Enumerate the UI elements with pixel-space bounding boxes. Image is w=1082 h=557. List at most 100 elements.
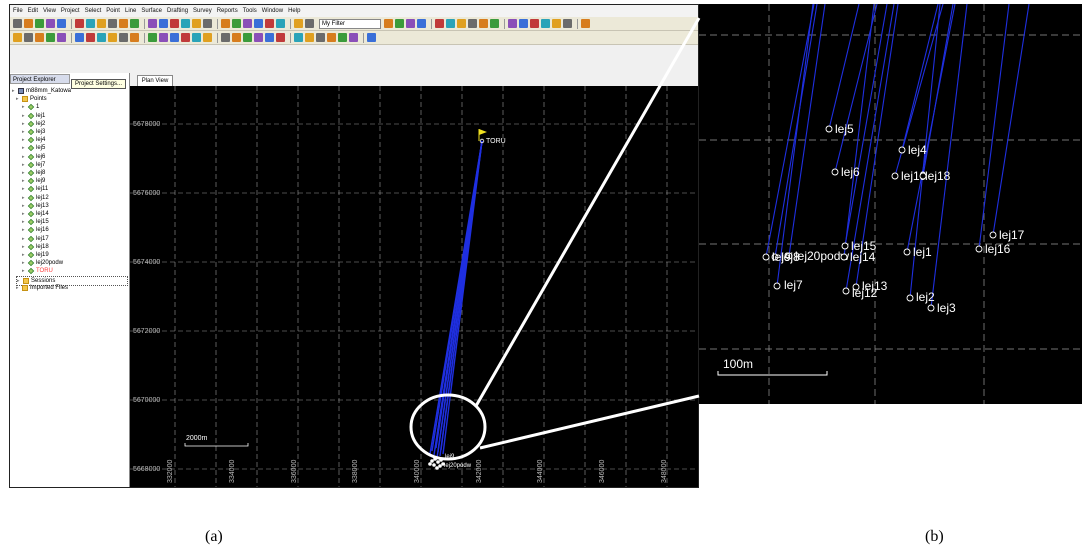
secondary-tool-21-icon[interactable] [254, 33, 263, 42]
tree-expander-icon[interactable]: ▸ [22, 194, 25, 201]
tree-expander-icon[interactable]: ▸ [22, 219, 25, 226]
main-tool-30-icon[interactable] [435, 19, 444, 28]
secondary-tool-14-icon[interactable] [170, 33, 179, 42]
main-tool-11-icon[interactable] [130, 19, 139, 28]
tree-point-lej20podw[interactable]: ▸ lej20podw [22, 259, 63, 267]
tree-point-lej14[interactable]: ▸ lej14 [22, 210, 49, 218]
tree-point-lej13[interactable]: ▸ lej13 [22, 202, 49, 210]
main-tool-17-icon[interactable] [203, 19, 212, 28]
tree-imported-folder[interactable]: ▸ Imported Files [16, 284, 68, 292]
tree-expander-icon[interactable]: ▸ [22, 235, 25, 242]
tree-expander-icon[interactable]: ▸ [22, 120, 25, 127]
secondary-tool-8-icon[interactable] [97, 33, 106, 42]
project-explorer-title[interactable]: Project Explorer [10, 74, 70, 84]
main-tool-33-icon[interactable] [468, 19, 477, 28]
tree-point-lej15[interactable]: ▸ lej15 [22, 218, 49, 226]
secondary-tool-9-icon[interactable] [108, 33, 117, 42]
secondary-tool-24-icon[interactable] [294, 33, 303, 42]
menu-item-drafting[interactable]: Drafting [167, 8, 189, 14]
tree-expander-icon[interactable]: ▸ [22, 211, 25, 217]
tree-point-lej4[interactable]: ▸ lej4 [22, 136, 45, 144]
main-tool-1-icon[interactable] [13, 19, 22, 28]
secondary-tool-27-icon[interactable] [327, 33, 336, 42]
tree-point-1[interactable]: ▸ 1 [22, 103, 39, 111]
main-tool-36-icon[interactable] [508, 19, 517, 28]
menu-item-survey[interactable]: Survey [193, 8, 212, 14]
tree-expander-icon[interactable]: ▸ [22, 186, 25, 193]
main-tool-41-icon[interactable] [563, 19, 572, 28]
main-tool-28-icon[interactable] [406, 19, 415, 28]
tree-point-lej12[interactable]: ▸ lej12 [22, 194, 49, 202]
main-tool-13-icon[interactable] [159, 19, 168, 28]
main-tool-37-icon[interactable] [519, 19, 528, 28]
tree-expander-icon[interactable]: ▸ [22, 243, 25, 250]
main-tool-26-icon[interactable] [384, 19, 393, 28]
menu-item-reports[interactable]: Reports [216, 8, 238, 14]
main-tool-16-icon[interactable] [192, 19, 201, 28]
secondary-tool-26-icon[interactable] [316, 33, 325, 42]
secondary-tool-1-icon[interactable] [13, 33, 22, 42]
secondary-tool-17-icon[interactable] [203, 33, 212, 42]
main-tool-35-icon[interactable] [490, 19, 499, 28]
main-tool-2-icon[interactable] [24, 19, 33, 28]
tree-expander-icon[interactable]: ▸ [22, 260, 25, 267]
tree-point-lej6[interactable]: ▸ lej6 [22, 153, 45, 161]
main-tool-8-icon[interactable] [97, 19, 106, 28]
main-tool-9-icon[interactable] [108, 19, 117, 28]
menu-item-window[interactable]: Window [261, 8, 284, 14]
main-tool-24-icon[interactable] [294, 19, 303, 28]
main-tool-14-icon[interactable] [170, 19, 179, 28]
tree-expander-icon[interactable]: ▸ [22, 202, 25, 209]
plan-view-canvas[interactable]: 5678000 5676000 5674000 5672000 5670000 56680… [130, 86, 698, 487]
tree-expander-icon[interactable]: ▸ [22, 137, 25, 144]
main-tool-31-icon[interactable] [446, 19, 455, 28]
tree-expander-icon[interactable]: ▸ [16, 96, 19, 103]
tree-expander-icon[interactable]: ▸ [22, 145, 25, 152]
secondary-tool-11-icon[interactable] [130, 33, 139, 42]
main-tool-19-icon[interactable] [232, 19, 241, 28]
main-tool-40-icon[interactable] [552, 19, 561, 28]
tree-expander-icon[interactable]: ▸ [22, 112, 25, 119]
secondary-tool-13-icon[interactable] [159, 33, 168, 42]
secondary-tool-7-icon[interactable] [86, 33, 95, 42]
main-tool-21-icon[interactable] [254, 19, 263, 28]
secondary-tool-12-icon[interactable] [148, 33, 157, 42]
main-tool-10-icon[interactable] [119, 19, 128, 28]
tree-expander-icon[interactable]: ▸ [22, 161, 25, 168]
menu-item-select[interactable]: Select [84, 8, 102, 14]
filter-select[interactable]: My Filter [319, 18, 381, 29]
secondary-tool-10-icon[interactable] [119, 33, 128, 42]
main-tool-32-icon[interactable] [457, 19, 466, 28]
tab-plan-view[interactable]: Plan View [137, 75, 173, 86]
tree-point-lej1[interactable]: ▸ lej1 [22, 112, 45, 120]
secondary-tool-16-icon[interactable] [192, 33, 201, 42]
secondary-tool-23-icon[interactable] [276, 33, 285, 42]
menu-item-surface[interactable]: Surface [141, 8, 163, 14]
menu-item-project[interactable]: Project [60, 8, 80, 14]
main-tool-7-icon[interactable] [86, 19, 95, 28]
secondary-tool-20-icon[interactable] [243, 33, 252, 42]
main-tool-25-icon[interactable] [305, 19, 314, 28]
secondary-tool-4-icon[interactable] [46, 33, 55, 42]
main-tool-12-icon[interactable] [148, 19, 157, 28]
secondary-tool-3-icon[interactable] [35, 33, 44, 42]
secondary-tool-18-icon[interactable] [221, 33, 230, 42]
menu-item-view[interactable]: View [43, 8, 56, 14]
main-tool-18-icon[interactable] [221, 19, 230, 28]
secondary-tool-29-icon[interactable] [349, 33, 358, 42]
tree-point-lej16[interactable]: ▸ lej16 [22, 226, 49, 234]
main-tool-34-icon[interactable] [479, 19, 488, 28]
secondary-tool-30-icon[interactable] [367, 33, 376, 42]
tree-expander-icon[interactable]: ▸ [22, 104, 25, 111]
menu-item-point[interactable]: Point [106, 8, 120, 14]
main-tool-39-icon[interactable] [541, 19, 550, 28]
tree-expander-icon[interactable]: ▸ [22, 227, 25, 234]
menu-item-edit[interactable]: Edit [27, 8, 39, 14]
main-tool-38-icon[interactable] [530, 19, 539, 28]
tree-expander-icon[interactable]: ▸ [17, 277, 20, 284]
main-tool-5-icon[interactable] [57, 19, 66, 28]
menu-item-file[interactable]: File [13, 8, 23, 14]
tree-expander-icon[interactable]: ▸ [16, 284, 19, 291]
secondary-tool-25-icon[interactable] [305, 33, 314, 42]
tree-expander-icon[interactable]: ▸ [22, 268, 25, 275]
